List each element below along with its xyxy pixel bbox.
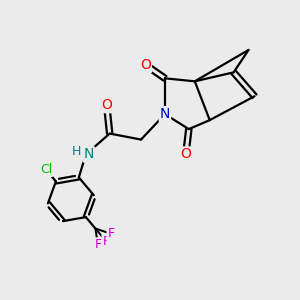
Text: O: O (180, 148, 191, 161)
Text: H: H (72, 145, 81, 158)
Text: N: N (84, 148, 94, 161)
Text: O: O (140, 58, 151, 72)
Text: F: F (107, 227, 115, 240)
Text: F: F (94, 238, 101, 251)
Text: O: O (101, 98, 112, 112)
Text: F: F (102, 235, 110, 248)
Text: N: N (160, 107, 170, 121)
Text: Cl: Cl (40, 163, 52, 176)
